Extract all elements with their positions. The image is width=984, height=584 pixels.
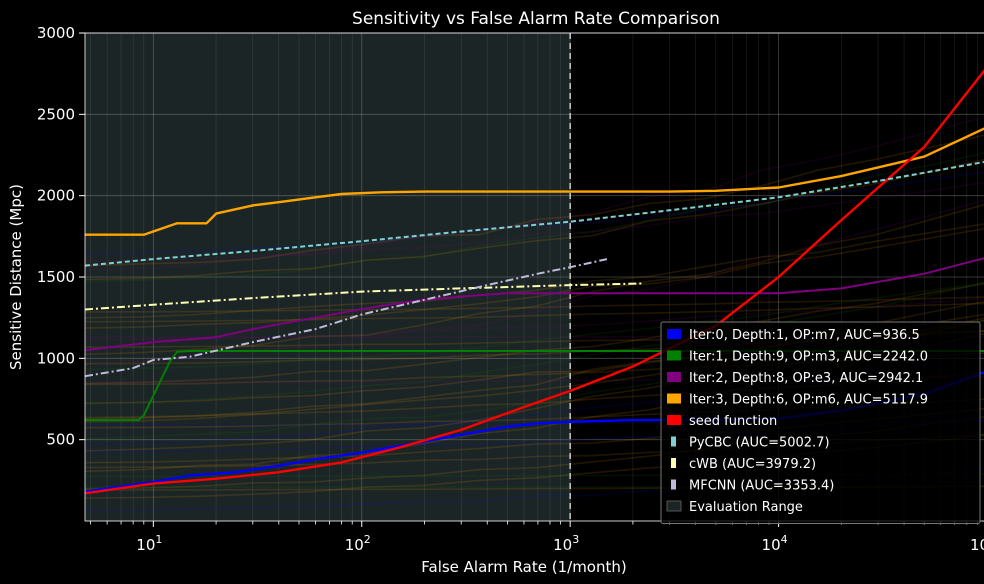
axes: 10110210310410550010001500200025003000 — [37, 24, 984, 554]
y-tick-label: 1000 — [37, 349, 75, 367]
background-trace — [84, 223, 984, 319]
legend-entry-label: Iter:3, Depth:6, OP:m6, AUC=5117.9 — [689, 393, 928, 408]
x-tick-exponent: 2 — [364, 533, 371, 546]
background-trace — [84, 227, 984, 329]
legend-swatch — [667, 372, 681, 382]
legend-entry-label: seed function — [689, 414, 777, 429]
series-line-4 — [84, 69, 984, 495]
y-tick-label: 1500 — [37, 268, 75, 286]
x-tick-exponent: 4 — [781, 533, 788, 546]
background-trace — [84, 296, 984, 313]
y-axis-label: Sensitive Distance (Mpc) — [7, 184, 25, 370]
series-line-2 — [84, 257, 984, 352]
legend-swatch — [671, 479, 676, 490]
background-trace — [84, 152, 984, 283]
legend-swatch — [667, 329, 681, 339]
legend-swatch — [667, 350, 681, 361]
y-tick-label: 3000 — [37, 24, 75, 42]
y-tick-label: 500 — [46, 431, 75, 449]
legend-swatch — [667, 393, 681, 404]
legend-swatch — [671, 458, 676, 468]
chart-title: Sensitivity vs False Alarm Rate Comparis… — [352, 9, 720, 29]
background-trace — [84, 281, 984, 371]
background-trace — [84, 302, 984, 323]
legend-swatch — [667, 415, 681, 425]
legend: Iter:0, Depth:1, OP:m7, AUC=936.5 Iter:1,… — [660, 321, 981, 524]
background-trace — [84, 297, 984, 341]
series-line-3 — [85, 127, 984, 236]
x-tick-exponent: 1 — [155, 533, 162, 546]
legend-swatch — [666, 500, 682, 512]
y-tick-label: 2000 — [37, 187, 75, 205]
series-line-6 — [84, 282, 642, 311]
x-tick-label: 105 — [970, 533, 984, 554]
legend-entry-label: MFCNN (AUC=3353.4) — [689, 479, 834, 494]
background-trace — [84, 116, 984, 271]
background-trace — [84, 134, 984, 267]
background-trace — [84, 159, 984, 281]
background-trace — [84, 181, 984, 262]
background-trace — [84, 199, 984, 364]
x-tick-exponent: 3 — [572, 533, 579, 546]
legend-entry-label: PyCBC (AUC=5002.7) — [689, 436, 830, 451]
background-trace — [84, 281, 984, 405]
y-tick-label: 2500 — [37, 105, 75, 123]
legend-entry-label: Iter:0, Depth:1, OP:m7, AUC=936.5 — [689, 328, 920, 343]
legend-entry-label: Iter:1, Depth:9, OP:m3, AUC=2242.0 — [689, 350, 928, 365]
legend-frame — [660, 321, 981, 524]
background-trace — [84, 203, 984, 356]
x-axis-label: False Alarm Rate (1/month) — [421, 558, 626, 576]
series-line-7 — [84, 258, 608, 378]
series-line-5 — [84, 161, 984, 267]
legend-entry-label: cWB (AUC=3979.2) — [689, 457, 816, 472]
legend-entry-label: Iter:2, Depth:8, OP:e3, AUC=2942.1 — [689, 371, 923, 386]
legend-swatch — [671, 436, 676, 447]
legend-entry-label: Evaluation Range — [689, 500, 803, 515]
series-line-1 — [85, 350, 984, 422]
evaluation-range-band — [85, 33, 571, 521]
